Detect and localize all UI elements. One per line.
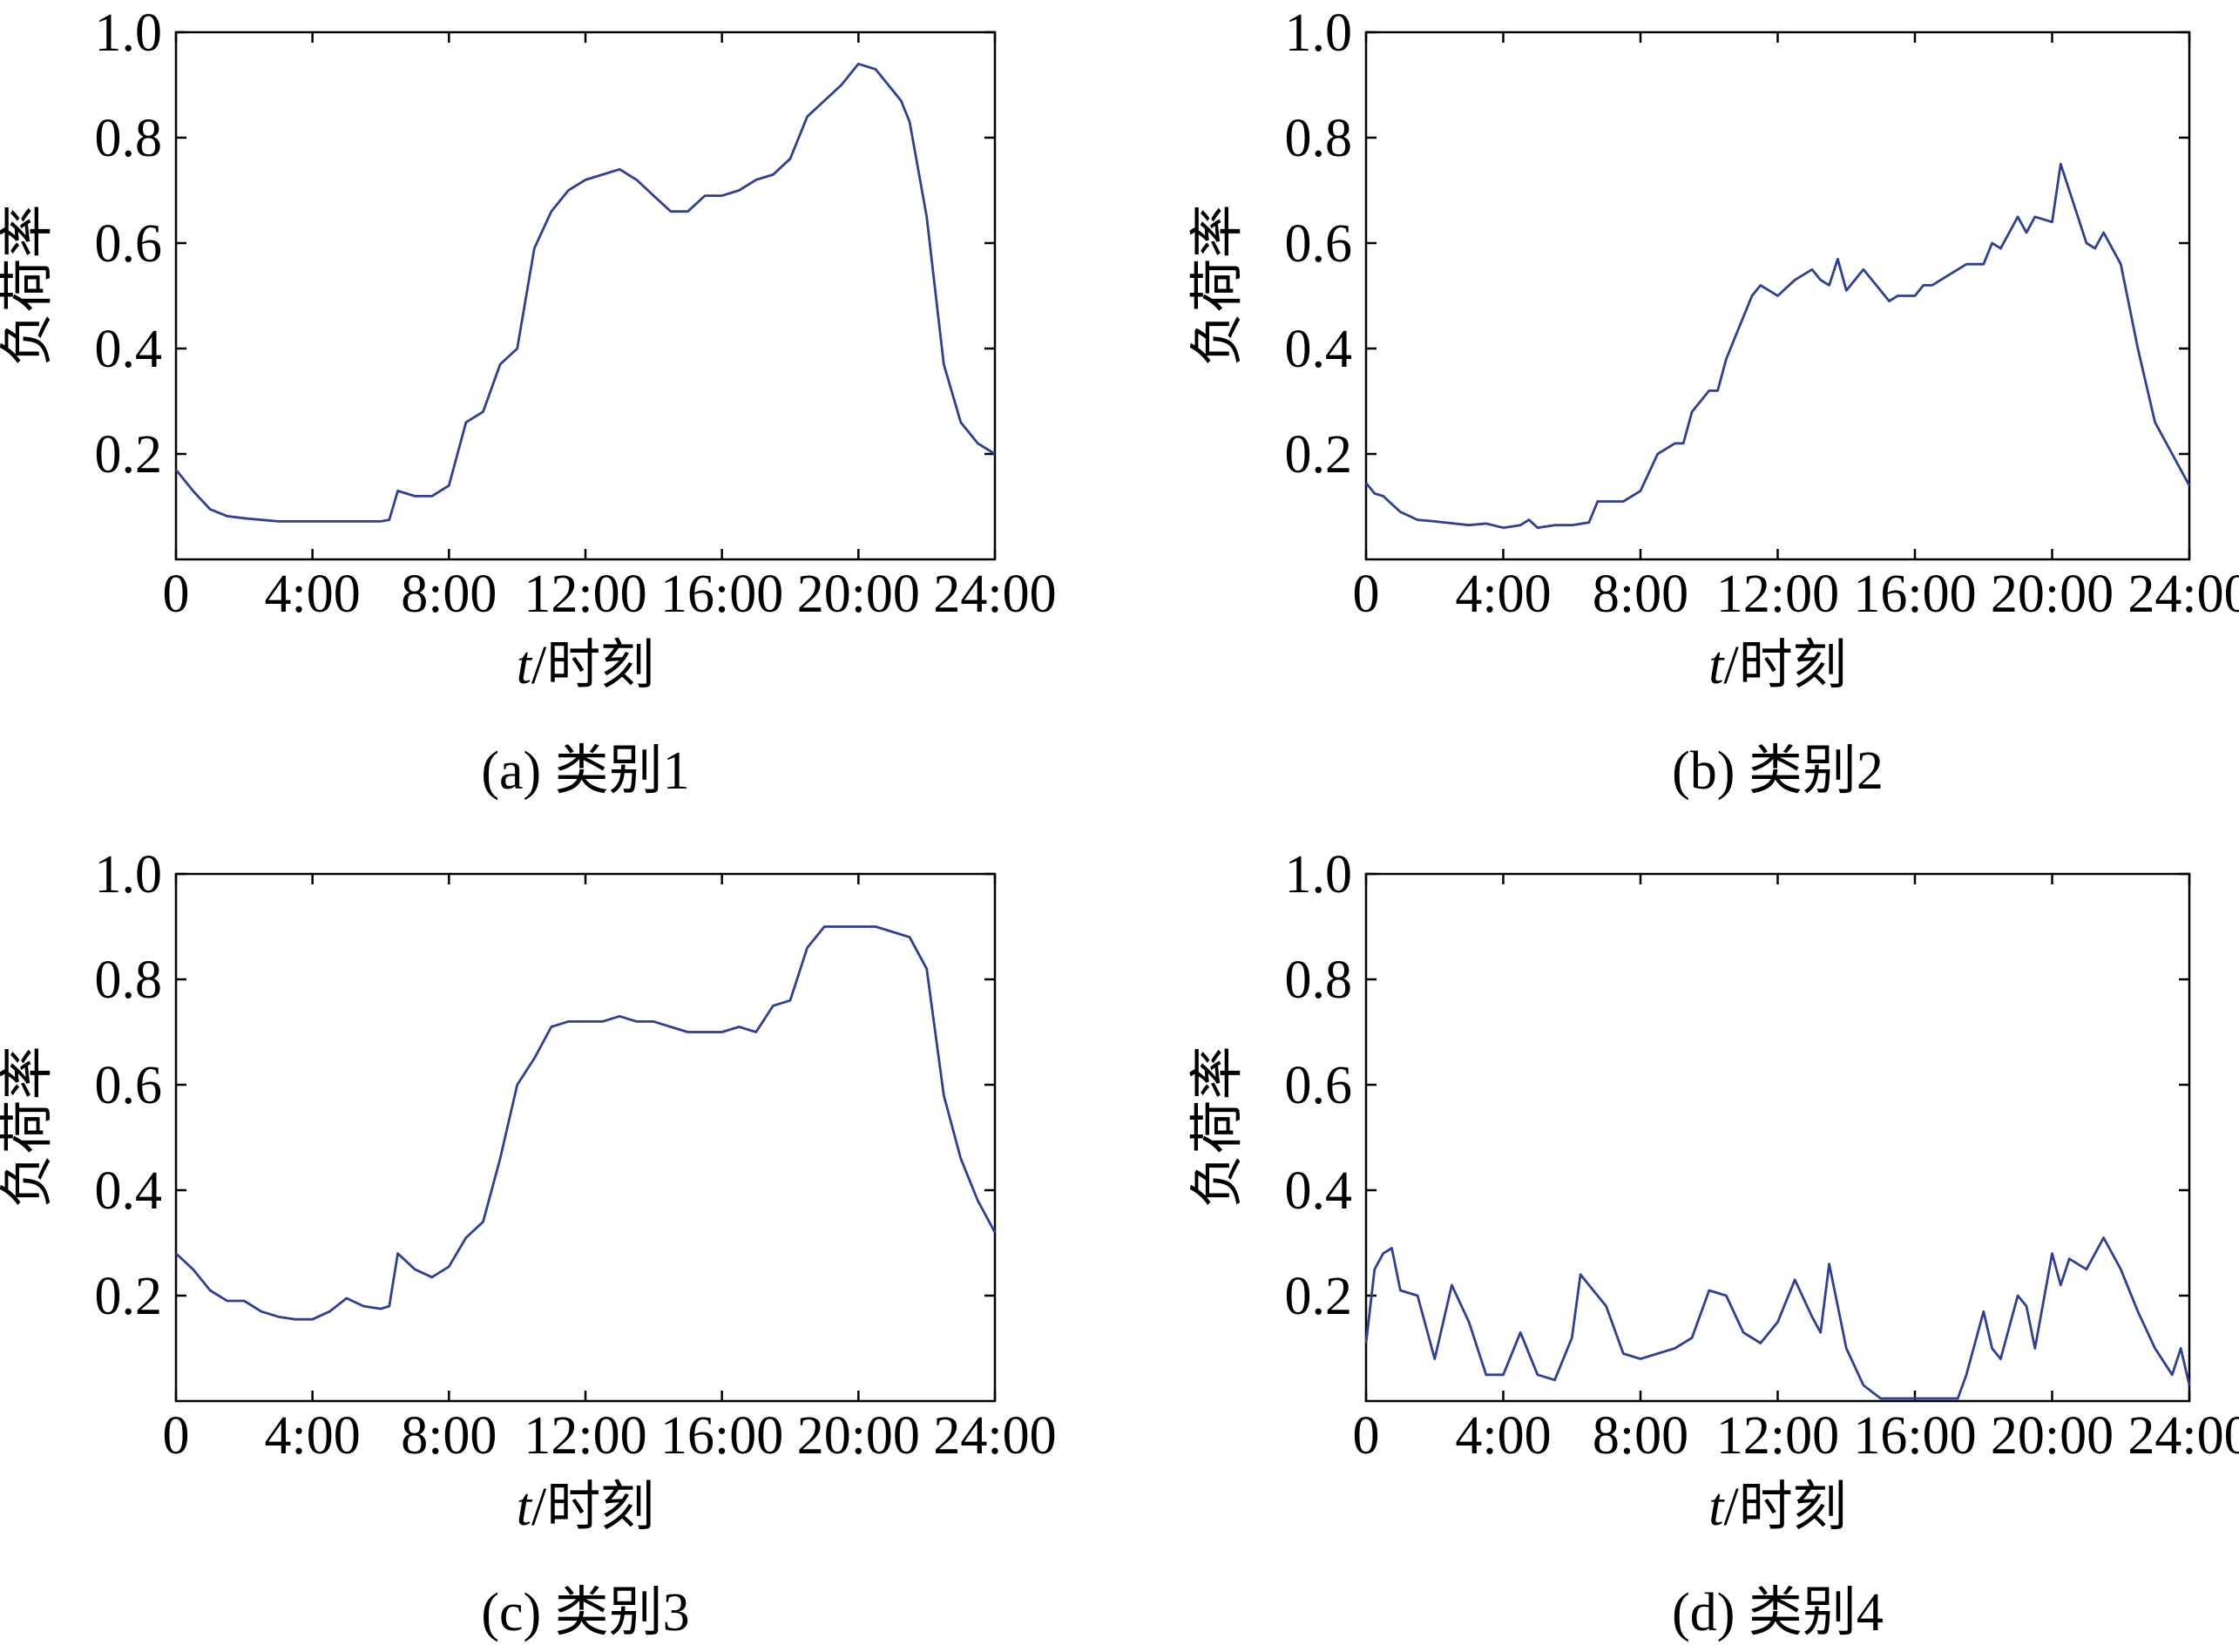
x-tick-label: 24:00 [2127,565,2239,624]
y-tick-label: 0.6 [1285,214,1353,274]
x-axis-label-var: t [517,1478,533,1537]
x-tick-label: 0 [1353,1406,1380,1466]
x-tick-label: 4:00 [265,565,361,624]
y-tick-label: 0.2 [95,1267,163,1326]
y-axis-label: 负荷率 [1188,204,1248,366]
plot-frame-1 [174,30,997,561]
x-tick-label: 24:00 [933,1406,1056,1466]
y-tick-label: 0.6 [95,214,163,274]
x-axis-label-var: t [1708,636,1725,695]
chart-panel-1: 0 4:00 8:00 12:00 16:00 20:00 24:00 0.2 0.4 0.6 0.… [0,3,1057,801]
x-tick-label: 0 [163,1406,190,1466]
x-axis-label: t/时刻 [517,636,654,695]
x-tick-label: 20:00 [797,1406,920,1466]
x-tick-label: 16:00 [660,1406,783,1466]
y-tick-label: 0.2 [95,425,163,484]
y-tick-label: 1.0 [1285,3,1353,63]
x-tick-label: 8:00 [1593,565,1688,624]
series-line-4 [1364,1236,2191,1400]
x-axis-label-unit: /时刻 [1724,1478,1847,1537]
x-axis-label-unit: /时刻 [531,636,654,695]
y-tick-label: 0.8 [1285,951,1353,1010]
chart-panel-2: 0 4:00 8:00 12:00 16:00 20:00 24:00 0.2 0.4 0.6 0.… [1188,3,2239,801]
x-tick-label: 12:00 [524,1406,646,1466]
panel-caption: (b) 类别2 [1672,741,1884,801]
x-tick-label: 8:00 [401,565,497,624]
series-line-3 [175,925,997,1321]
panel-caption: (d) 类别4 [1672,1583,1884,1642]
x-tick-label: 24:00 [933,565,1056,624]
x-tick-label: 8:00 [401,1406,497,1466]
series-line-2 [1364,162,2191,530]
x-axis-label-unit: /时刻 [1724,636,1847,695]
chart-panel-3: 0 4:00 8:00 12:00 16:00 20:00 24:00 0.2 0.4 0.6 0.… [0,845,1057,1642]
x-tick-label: 12:00 [1716,565,1839,624]
y-tick-label: 0.2 [1285,425,1353,484]
x-tick-label: 16:00 [1853,565,1976,624]
y-tick-label: 0.4 [1285,320,1353,379]
x-tick-label: 8:00 [1593,1406,1688,1466]
y-tick-label: 0.4 [95,1161,163,1221]
y-tick-label: 1.0 [95,845,163,904]
x-tick-label: 4:00 [1455,1406,1551,1466]
x-tick-label: 0 [1353,565,1380,624]
y-tick-label: 1.0 [1285,845,1353,904]
x-tick-label: 4:00 [265,1406,361,1466]
x-tick-label: 4:00 [1455,565,1551,624]
x-axis-label-var: t [1708,1478,1725,1537]
y-axis-label: 负荷率 [0,1046,57,1208]
y-tick-label: 0.6 [95,1056,163,1115]
y-axis-label: 负荷率 [1188,1046,1248,1208]
y-tick-label: 0.8 [95,951,163,1010]
x-tick-label: 0 [163,565,190,624]
x-tick-label: 20:00 [797,565,920,624]
x-tick-label: 20:00 [1991,1406,2114,1466]
plot-frame-3 [174,872,997,1403]
x-tick-label: 16:00 [1853,1406,1976,1466]
y-tick-label: 0.4 [95,320,163,379]
y-tick-label: 1.0 [95,3,163,63]
y-tick-label: 0.8 [95,109,163,168]
x-axis-label-unit: /时刻 [531,1478,654,1537]
y-tick-label: 0.8 [1285,109,1353,168]
y-tick-label: 0.4 [1285,1161,1353,1221]
x-tick-label: 24:00 [2127,1406,2239,1466]
x-axis-label: t/时刻 [517,1478,654,1537]
y-tick-label: 0.6 [1285,1056,1353,1115]
x-tick-label: 12:00 [524,565,646,624]
series-line-1 [174,62,996,523]
chart-panel-4: 0 4:00 8:00 12:00 16:00 20:00 24:00 0.2 0.4 0.6 0.… [1188,845,2239,1642]
x-axis-label-var: t [517,636,533,695]
y-tick-label: 0.2 [1285,1267,1353,1326]
x-tick-label: 20:00 [1991,565,2114,624]
panel-caption: (a) 类别1 [481,741,689,801]
y-axis-label: 负荷率 [0,204,57,366]
x-axis-label: t/时刻 [1708,636,1846,695]
x-axis-label: t/时刻 [1708,1478,1846,1537]
panel-caption: (c) 类别3 [481,1583,689,1642]
x-tick-label: 16:00 [660,565,783,624]
x-tick-label: 12:00 [1716,1406,1839,1466]
